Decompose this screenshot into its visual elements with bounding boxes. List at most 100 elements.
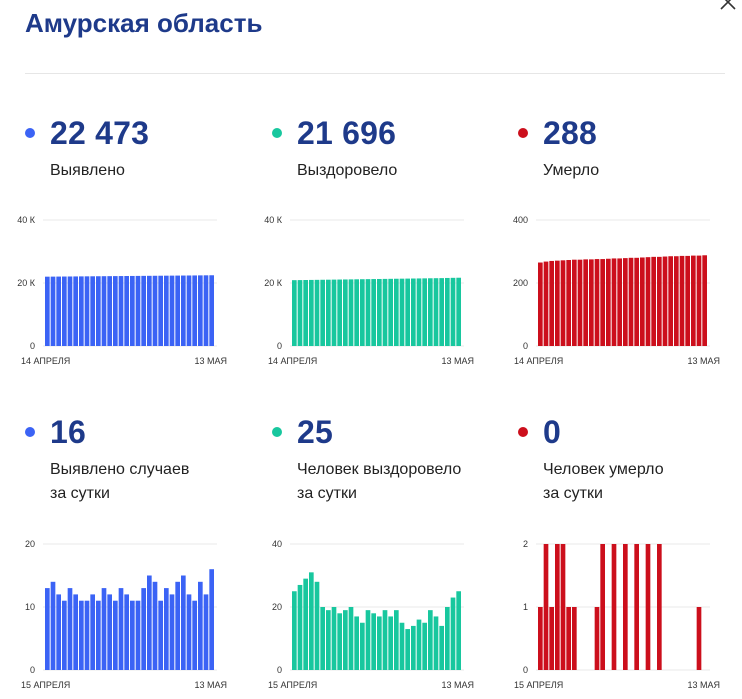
bar — [691, 255, 696, 346]
bar — [141, 275, 146, 346]
close-icon[interactable] — [718, 0, 738, 12]
bar — [84, 600, 90, 670]
chart-daily-deaths: 0 1 2 15 АПРЕЛЯ 13 МАЯ — [514, 539, 720, 690]
x-tick-label-start: 15 АПРЕЛЯ — [268, 680, 317, 690]
bar — [107, 276, 112, 346]
y-tick-label: 0 — [523, 665, 528, 675]
bar — [589, 259, 594, 346]
bar — [371, 279, 376, 346]
stat-label-line: Выздоровело — [297, 162, 398, 179]
bar — [662, 256, 668, 346]
bar — [411, 625, 416, 670]
legend-dot-icon — [25, 128, 35, 138]
bar — [192, 275, 197, 346]
bar — [456, 277, 461, 346]
bar — [130, 275, 135, 346]
stat-value: 25 — [297, 413, 333, 450]
bar — [141, 588, 146, 670]
bar — [303, 280, 308, 346]
bar — [198, 581, 203, 670]
bar — [209, 275, 214, 346]
bar — [181, 275, 186, 346]
bar — [600, 259, 605, 346]
bar — [594, 607, 600, 670]
x-tick-label-end: 13 МАЯ — [194, 356, 227, 366]
bar — [297, 280, 303, 346]
x-tick-label-start: 14 АПРЕЛЯ — [268, 356, 317, 366]
bar — [297, 584, 303, 670]
bar — [101, 588, 107, 670]
stat-row: 25 — [272, 412, 333, 452]
page-title: Амурская область — [25, 8, 263, 38]
bar — [645, 544, 651, 670]
bar — [45, 588, 50, 670]
stat-label: Человек умерло за сутки — [543, 458, 742, 506]
x-tick-label-end: 13 МАЯ — [687, 356, 720, 366]
bar — [158, 600, 163, 670]
chart-daily-recovered: 0 20 40 15 АПРЕЛЯ 13 МАЯ — [268, 539, 474, 690]
bar — [135, 600, 141, 670]
bar — [309, 572, 314, 670]
stat-row: 21 696 — [272, 113, 396, 153]
bar — [606, 258, 611, 346]
bar — [674, 256, 679, 346]
bar — [645, 257, 651, 346]
bar — [577, 259, 583, 346]
bar — [147, 575, 152, 670]
bar — [560, 260, 566, 346]
bar — [685, 255, 690, 346]
bar — [450, 597, 456, 670]
stat-label-line: Человек умерло — [543, 461, 664, 478]
bar — [394, 610, 399, 670]
bar — [169, 275, 175, 346]
legend-dot-icon — [272, 128, 282, 138]
x-tick-label-start: 15 АПРЕЛЯ — [21, 680, 70, 690]
bar — [657, 256, 662, 346]
bar — [169, 594, 175, 670]
bar — [365, 279, 371, 346]
chart-cumulative-recovered: 0 20 К 40 К 14 АПРЕЛЯ 13 МАЯ — [264, 215, 474, 366]
stat-label-line: за сутки — [297, 485, 357, 502]
bar — [572, 607, 577, 670]
stat-row: 16 — [25, 412, 86, 452]
bar — [543, 261, 549, 346]
y-tick-label: 40 К — [17, 215, 36, 225]
bar — [566, 607, 571, 670]
bar — [147, 275, 152, 346]
bar — [382, 610, 388, 670]
stat-label: Умерло — [543, 159, 742, 183]
bar — [623, 258, 628, 346]
bar — [549, 260, 554, 346]
stat-label-line: Человек выздоровело — [297, 461, 462, 478]
x-tick-label-end: 13 МАЯ — [441, 680, 474, 690]
y-tick-label: 40 К — [264, 215, 283, 225]
y-tick-label: 1 — [523, 602, 528, 612]
legend-dot-icon — [272, 427, 282, 437]
bar — [203, 275, 209, 346]
bar — [209, 569, 214, 670]
stat-label: Выявлено — [50, 159, 280, 183]
bar — [428, 610, 433, 670]
bar — [90, 276, 95, 346]
stat-row: 22 473 — [25, 113, 149, 153]
stat-label-line: Умерло — [543, 162, 600, 179]
bar — [439, 625, 444, 670]
bar — [394, 278, 399, 346]
bar — [337, 279, 342, 346]
bar — [96, 276, 101, 346]
y-tick-label: 0 — [523, 341, 528, 351]
y-tick-label: 20 — [272, 602, 282, 612]
bar — [543, 544, 549, 670]
bar — [354, 279, 359, 346]
bar — [56, 594, 61, 670]
legend-dot-icon — [518, 427, 528, 437]
bar — [62, 276, 67, 346]
bar — [113, 600, 118, 670]
bar — [124, 276, 129, 346]
bar — [360, 622, 365, 670]
bar — [572, 259, 577, 346]
bar — [360, 279, 365, 346]
bar — [634, 544, 639, 670]
stat-value: 16 — [50, 413, 86, 450]
bar — [411, 278, 416, 346]
